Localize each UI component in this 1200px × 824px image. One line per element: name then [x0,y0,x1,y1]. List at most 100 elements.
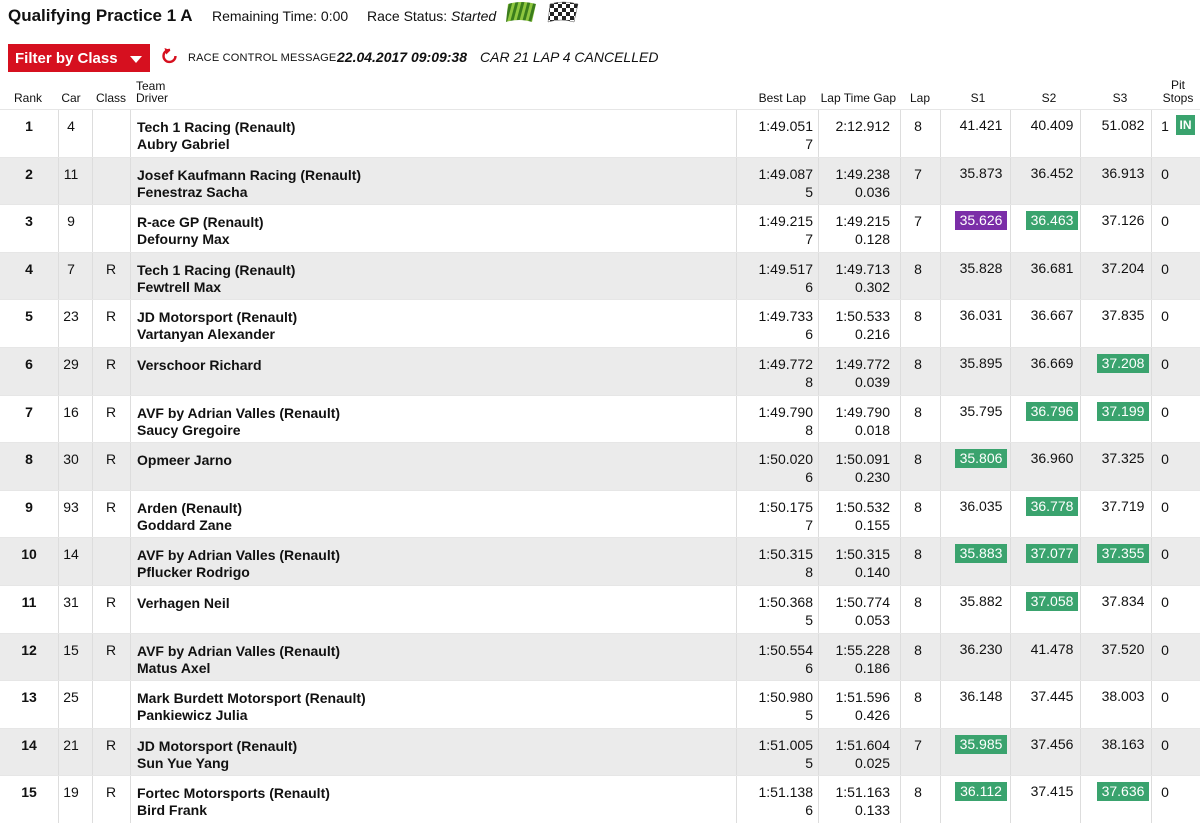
driver-name: Fenestraz Sacha [137,183,248,200]
gap-diff-cell: 0.230 [854,469,890,486]
rank-cell: 3 [25,213,33,230]
gap-diff-cell: 0.155 [854,516,890,533]
gap-diff-cell: 0.128 [854,231,890,248]
col-lap[interactable]: Lap [909,91,931,105]
race-status-label: Race Status: [367,8,448,24]
table-row[interactable]: 1 4 Tech 1 Racing (Renault) Aubry Gabriel 1:… [0,109,1200,157]
refresh-icon[interactable] [160,46,180,66]
column-divider [940,157,941,205]
table-row[interactable]: 15 19 R Fortec Motorsports (Renault) Bird Fr… [0,775,1200,823]
column-divider [1010,633,1011,681]
column-divider [130,300,131,347]
col-team[interactable]: Team [136,79,166,93]
column-divider [58,633,59,681]
team-name: R-ace GP (Renault) [137,214,264,231]
table-row[interactable]: 3 9 R-ace GP (Renault) Defourny Max 1:49.215… [0,204,1200,252]
col-s1[interactable]: S1 [970,91,986,105]
pit-stops-cell: 0 [1161,641,1169,658]
column-divider [900,443,901,490]
lap-time-gap-cell: 1:49.772 [835,355,891,372]
col-class[interactable]: Class [95,91,126,105]
table-row[interactable]: 10 14 AVF by Adrian Valles (Renault) Pfluck… [0,537,1200,585]
car-number-cell: 93 [63,498,79,515]
team-name: Josef Kaufmann Racing (Renault) [137,166,362,183]
s2-cell: 41.478 [1030,640,1074,657]
column-divider [1080,300,1081,347]
column-divider [1080,205,1081,252]
table-row[interactable]: 2 11 Josef Kaufmann Racing (Renault) Fenest… [0,156,1200,205]
table-row[interactable]: 5 23 R JD Motorsport (Renault) Vartanyan Ale… [0,299,1200,347]
table-row[interactable]: 6 29 R Verschoor Richard 1:49.772 8 1:49.772 0.… [0,346,1200,395]
driver-name: Pflucker Rodrigo [137,564,250,581]
col-rank[interactable]: Rank [13,91,42,105]
lap-cell: 8 [914,403,922,420]
s1-cell: 36.112 [955,782,1007,802]
best-lap-cell: 1:50.315 [758,546,814,563]
lap-time-gap-cell: 1:51.604 [835,736,891,753]
column-divider [130,395,131,443]
table-row[interactable]: 9 93 R Arden (Renault) Goddard Zane 1:50.175 7… [0,489,1200,538]
remaining-time: Remaining Time: 0:00 [212,8,349,24]
column-divider [940,443,941,490]
rank-cell: 8 [25,451,33,468]
table-row[interactable]: 12 15 R AVF by Adrian Valles (Renault) Matus… [0,632,1200,681]
s3-cell: 37.325 [1101,450,1145,467]
lap-time-gap-cell: 1:50.533 [835,308,891,325]
column-divider [736,252,737,300]
table-row[interactable]: 8 30 R Opmeer Jarno 1:50.020 6 1:50.091 0.230 8 3… [0,442,1200,490]
table-row[interactable]: 13 25 Mark Burdett Motorsport (Renault) Pan… [0,680,1200,728]
column-divider [940,633,941,681]
column-divider [92,300,93,347]
lap-cell: 8 [914,308,922,325]
column-divider [92,538,93,585]
column-divider [818,110,819,157]
column-divider [130,633,131,681]
col-best-lap[interactable]: Best Lap [758,91,806,105]
column-divider [818,538,819,585]
column-divider [736,110,737,157]
table-row[interactable]: 4 7 R Tech 1 Racing (Renault) Fewtrell Max 1:… [0,251,1200,300]
column-divider [940,585,941,633]
col-driver[interactable]: Driver [136,91,168,105]
car-number-cell: 30 [63,451,79,468]
col-s2[interactable]: S2 [1041,91,1057,105]
column-divider [58,728,59,776]
column-divider [1010,728,1011,776]
table-row[interactable]: 14 21 R JD Motorsport (Renault) Sun Yue Yang… [0,727,1200,776]
column-divider [1151,585,1152,633]
s2-cell: 36.960 [1030,450,1074,467]
rank-cell: 5 [25,308,33,325]
best-lap-cell: 1:49.772 [758,355,814,372]
gap-diff-cell: 0.036 [854,183,890,200]
column-divider [900,585,901,633]
lap-time-gap-cell: 1:49.713 [835,260,891,277]
driver-name: Aubry Gabriel [137,136,230,152]
col-s3[interactable]: S3 [1112,91,1128,105]
table-row[interactable]: 7 16 R AVF by Adrian Valles (Renault) Saucy … [0,394,1200,443]
s1-cell: 36.031 [959,307,1003,324]
team-name: Verhagen Neil [137,594,230,611]
column-divider [130,347,131,395]
col-pit[interactable]: Pit [1170,78,1185,92]
filter-by-class-button[interactable]: Filter by Class [8,44,150,72]
best-lap-number: 7 [805,231,813,248]
table-row[interactable]: 11 31 R Verhagen Neil 1:50.368 5 1:50.774 0.053… [0,584,1200,633]
col-car[interactable]: Car [61,91,81,105]
s1-cell: 35.626 [955,211,1007,231]
column-divider [130,443,131,490]
class-cell: R [105,403,117,420]
rank-cell: 14 [21,736,37,753]
s2-cell: 36.796 [1026,401,1078,421]
s3-cell: 37.719 [1101,497,1145,514]
lap-cell: 8 [914,118,922,134]
lap-cell: 8 [914,451,922,468]
class-cell: R [105,641,117,658]
column-divider [130,157,131,205]
col-stops[interactable]: Stops [1162,91,1194,105]
s2-cell: 37.415 [1030,783,1074,800]
col-gap[interactable]: Lap Time Gap [820,91,896,105]
column-divider [58,538,59,585]
column-divider [1080,585,1081,633]
lap-time-gap-cell: 2:12.912 [835,118,891,134]
column-divider [940,681,941,728]
